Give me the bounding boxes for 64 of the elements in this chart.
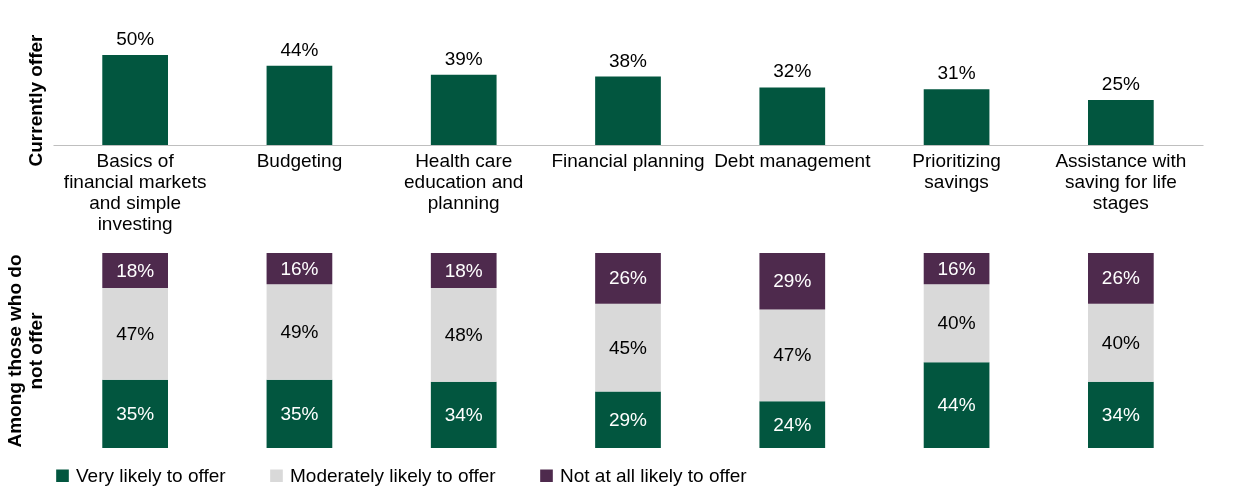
data-label: 16%: [937, 257, 976, 279]
data-label: 34%: [1101, 403, 1140, 425]
data-label: 26%: [608, 267, 648, 289]
bar: [923, 89, 990, 145]
legend-label: Not at all likely to offer: [560, 464, 748, 486]
bar: [266, 379, 333, 448]
data-label: 47%: [773, 344, 812, 366]
bar: [1088, 303, 1154, 382]
data-label: 18%: [444, 259, 483, 281]
data-label: 50%: [116, 28, 155, 49]
bar: [266, 65, 333, 145]
data-label: 18%: [116, 259, 155, 281]
data-label: 25%: [1101, 73, 1140, 94]
bar: [1088, 253, 1154, 304]
data-label: 26%: [1101, 267, 1140, 289]
x-tick-label: Assistance with saving for life stages: [1055, 149, 1187, 213]
bar: [266, 284, 333, 380]
x-tick-label: Financial planning: [551, 149, 705, 171]
data-label: 35%: [116, 402, 155, 424]
data-label: 48%: [444, 323, 483, 345]
data-label: 29%: [608, 408, 648, 430]
data-label: 44%: [280, 38, 319, 60]
bar: [595, 391, 661, 448]
bar: [430, 381, 497, 448]
legend-label: Very likely to offer: [76, 464, 227, 486]
data-label: 44%: [937, 394, 976, 416]
bar: [102, 379, 168, 448]
bar: [759, 309, 826, 402]
x-tick-label: Health care education and planning: [404, 149, 524, 213]
bar: [759, 87, 826, 145]
bar: [430, 288, 497, 382]
data-label: 47%: [116, 322, 155, 344]
x-tick-label: Budgeting: [256, 149, 343, 171]
data-label: 16%: [280, 257, 319, 279]
data-label: 40%: [1101, 331, 1140, 353]
bar: [595, 253, 661, 304]
bar: [102, 288, 168, 380]
bar: [1088, 381, 1154, 448]
data-label: 38%: [608, 49, 648, 71]
data-label: 29%: [773, 270, 812, 292]
legend-label: Moderately likely to offer: [290, 464, 497, 486]
data-label: 39%: [444, 47, 483, 69]
bar: [923, 362, 990, 448]
bar: [759, 253, 826, 310]
data-label: 34%: [444, 403, 483, 425]
y-axis-title: Currently offer: [24, 33, 46, 167]
x-tick-label: Basics of financial markets and simple investing: [63, 149, 207, 234]
y-axis-title: Among those who do not offer: [3, 254, 46, 448]
data-label: 49%: [280, 320, 319, 342]
data-label: 35%: [280, 402, 319, 424]
bar: [923, 284, 990, 363]
data-label: 24%: [773, 413, 812, 435]
bar: [595, 303, 661, 392]
data-label: 45%: [608, 336, 648, 358]
x-tick-label: Prioritizing savings: [912, 149, 1001, 192]
bar: [595, 76, 661, 145]
data-label: 32%: [773, 60, 812, 82]
bar: [430, 74, 497, 145]
bar: [1088, 100, 1154, 145]
data-label: 40%: [937, 312, 976, 334]
bar: [102, 55, 168, 145]
data-label: 31%: [937, 62, 976, 84]
x-tick-label: Debt management: [714, 149, 872, 171]
bar: [759, 401, 826, 448]
